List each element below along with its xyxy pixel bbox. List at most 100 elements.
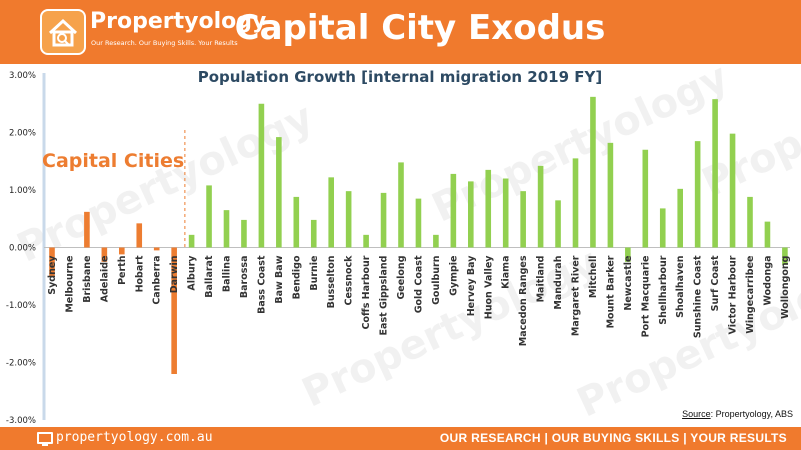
x-tick-label: East Gippsland xyxy=(379,256,390,336)
bar-mount-barker xyxy=(607,142,614,248)
bar-ballina xyxy=(223,210,230,248)
bar-coffs-harbour xyxy=(363,234,369,248)
bar-wollongong xyxy=(782,247,788,265)
logo-name: Propertyology xyxy=(90,9,267,34)
x-tick-label: Wingecarribee xyxy=(745,256,756,334)
page-title: Capital City Exodus xyxy=(234,8,606,48)
x-tick-label: Burnie xyxy=(309,256,320,291)
x-tick-label: Hobart xyxy=(134,255,145,292)
x-tick-label: Shoalhaven xyxy=(675,255,686,318)
x-tick-label: Victor Harbour xyxy=(728,255,739,334)
y-tick-label: -3.00% xyxy=(6,416,36,426)
x-tick-label: Sunshine Coast xyxy=(693,255,704,338)
bar-sunshine-coast xyxy=(694,141,701,248)
bar-canberra xyxy=(153,247,160,251)
bar-adelaide xyxy=(101,247,108,262)
x-tick-label: Gympie xyxy=(448,256,459,296)
x-tick-label: Perth xyxy=(117,255,128,285)
bar-darwin xyxy=(171,247,177,374)
y-tick-label: -2.00% xyxy=(6,359,36,369)
x-tick-label: Mitchell xyxy=(588,256,599,299)
bar-newcastle xyxy=(625,247,631,262)
x-tick-label: Surf Coast xyxy=(710,255,721,311)
footer-slogan: OUR RESEARCH | OUR BUYING SKILLS | YOUR … xyxy=(439,431,787,445)
bar-geelong xyxy=(398,162,404,248)
footer-website: propertyology.com.au xyxy=(56,430,213,445)
x-tick-label: Cessnock xyxy=(344,255,355,306)
x-tick-label: Geelong xyxy=(396,256,407,300)
x-tick-label: Margaret River xyxy=(571,255,582,336)
x-tick-label: Goulburn xyxy=(431,255,442,305)
bar-bass-coast xyxy=(258,103,265,248)
bar-port-macquarie xyxy=(642,149,649,248)
bar-goulburn xyxy=(433,234,439,248)
bar-gold-coast xyxy=(415,198,422,248)
bar-brisbane xyxy=(84,211,90,248)
monitor-icon xyxy=(37,432,53,446)
x-tick-label: Macedon Ranges xyxy=(518,255,529,346)
chart-title: Population Growth [internal migration 20… xyxy=(197,68,603,86)
x-tick-label: Bendigo xyxy=(291,255,302,299)
bar-wodonga xyxy=(764,221,771,248)
x-tick-label: Wollongong xyxy=(780,256,791,319)
house-icon-graphic xyxy=(48,18,78,47)
y-tick-label: 3.00% xyxy=(9,71,36,81)
bar-shellharbour xyxy=(659,208,666,248)
x-tick-label: Ballina xyxy=(222,256,233,293)
bar-huon-valley xyxy=(485,169,492,248)
bar-margaret-river xyxy=(572,158,579,248)
x-tick-label: Melbourne xyxy=(64,256,75,313)
bar-cessnock xyxy=(345,191,352,248)
bar-maitland xyxy=(537,165,544,248)
source-label: Source xyxy=(682,409,711,419)
bar-albury xyxy=(188,234,195,248)
house-icon xyxy=(40,9,86,55)
x-tick-label: Maitland xyxy=(536,256,547,303)
x-tick-label: Newcastle xyxy=(623,256,634,311)
x-tick-label: Bass Coast xyxy=(256,255,267,314)
bar-shoalhaven xyxy=(677,188,683,248)
y-tick-label: 0.00% xyxy=(9,244,36,254)
x-tick-label: Sydney xyxy=(47,255,58,295)
x-tick-label: Adelaide xyxy=(99,256,110,303)
x-tick-label: Mount Barker xyxy=(605,255,616,328)
y-tick-label: -1.00% xyxy=(6,301,36,311)
bar-baw-baw xyxy=(276,137,282,248)
x-tick-label: Wodonga xyxy=(762,256,773,306)
x-tick-label: Hervey Bay xyxy=(466,255,477,317)
bar-barossa xyxy=(241,219,247,248)
bar-sydney xyxy=(49,247,55,277)
x-tick-label: Barossa xyxy=(239,256,250,299)
bar-mandurah xyxy=(555,200,561,248)
footer-bar: propertyology.com.au OUR RESEARCH | OUR … xyxy=(0,427,801,450)
y-tick-label: 1.00% xyxy=(9,186,36,196)
x-tick-label: Ballarat xyxy=(204,255,215,298)
bar-hervey-bay xyxy=(468,181,474,248)
x-tick-label: Baw Baw xyxy=(274,255,285,303)
x-tick-label: Mandurah xyxy=(553,255,564,309)
bar-surf-coast xyxy=(712,99,718,248)
bar-busselton xyxy=(328,177,334,248)
source-text: : Propertyology, ABS xyxy=(710,409,793,419)
bar-perth xyxy=(119,247,125,255)
x-tick-label: Kiama xyxy=(501,256,512,289)
x-tick-label: Coffs Harbour xyxy=(361,255,372,329)
x-tick-label: Gold Coast xyxy=(413,255,424,313)
bar-kiama xyxy=(502,178,509,248)
x-tick-label: Albury xyxy=(187,255,198,291)
logo-tagline: Our Research. Our Buying Skills. Your Re… xyxy=(91,39,238,47)
header-bar: Propertyology Our Research. Our Buying S… xyxy=(0,0,801,64)
x-tick-label: Brisbane xyxy=(82,256,93,303)
x-tick-label: Port Macquarie xyxy=(640,256,651,338)
bar-mitchell xyxy=(590,96,596,248)
bar-ballarat xyxy=(206,185,212,248)
bar-wingecarribee xyxy=(747,196,753,248)
source-note: Source: Propertyology, ABS xyxy=(682,409,793,419)
x-tick-label: Shellharbour xyxy=(658,255,669,325)
bar-gympie xyxy=(450,173,457,248)
x-tick-label: Canberra xyxy=(152,256,163,305)
bar-hobart xyxy=(136,223,143,248)
bar-bendigo xyxy=(293,196,300,248)
bar-victor-harbour xyxy=(729,133,736,248)
